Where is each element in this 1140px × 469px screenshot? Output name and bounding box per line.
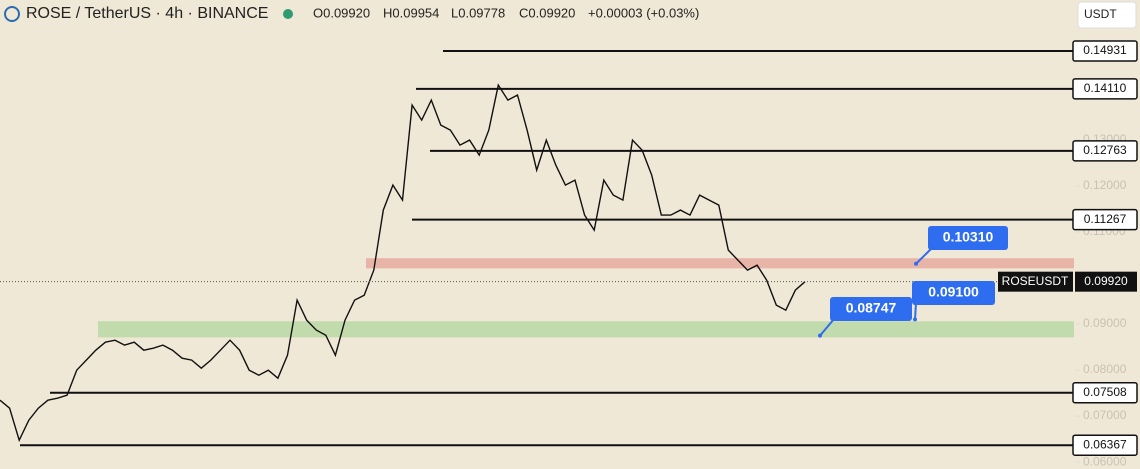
level-label: 0.11267	[1084, 212, 1127, 226]
level-box	[1072, 208, 1138, 231]
last-price-label: 0.09920	[1084, 274, 1128, 288]
level-box	[1072, 140, 1138, 162]
callout-label: 0.10310	[943, 229, 994, 245]
ohlc-item: L0.09778	[451, 5, 505, 20]
y-tick-label: 0.12000	[1083, 178, 1127, 192]
ohlc-item: C0.09920	[519, 5, 575, 20]
callout-box	[928, 226, 1008, 250]
level-box	[1072, 381, 1138, 404]
level-box	[1072, 434, 1138, 456]
callout-box	[830, 297, 912, 321]
level-label: 0.14110	[1084, 81, 1127, 95]
y-tick-label: 0.07000	[1083, 408, 1127, 422]
y-tick-label: 0.08000	[1083, 362, 1127, 376]
level-label: 0.06367	[1083, 437, 1127, 451]
callout-tail	[819, 318, 835, 337]
status-dot	[283, 9, 293, 19]
plot: 0.060000.070000.080000.090000.110000.120…	[0, 40, 1138, 468]
callout-point	[913, 317, 917, 322]
last-price-name: ROSEUSDT	[1002, 274, 1069, 288]
ohlc: O0.09920 H0.09954 L0.09778 C0.09920 +0.00003…	[313, 5, 699, 20]
zone	[98, 321, 1074, 338]
callout-tail	[915, 247, 933, 265]
y-tick-label: 0.09000	[1083, 316, 1127, 330]
callout-point	[818, 333, 822, 338]
ohlc-item: H0.09954	[383, 5, 439, 20]
currency[interactable]: USDT	[1084, 7, 1117, 21]
callout-tail	[914, 302, 917, 320]
y-tick-label: 0.06000	[1083, 454, 1127, 468]
symbol-icon	[4, 6, 20, 22]
ohlc-item: O0.09920	[313, 5, 370, 20]
symbol: ROSE / TetherUS · 4h · BINANCE	[26, 5, 268, 22]
level-box	[1072, 78, 1138, 100]
level-label: 0.12763	[1083, 143, 1127, 157]
currency-button[interactable]	[1077, 1, 1137, 29]
level-label: 0.14931	[1083, 43, 1127, 57]
callout-point	[914, 261, 918, 266]
callout-box	[912, 281, 995, 305]
level-label: 0.07508	[1083, 385, 1127, 399]
level-box	[1072, 40, 1138, 62]
last-price-name-box	[998, 271, 1073, 292]
callout-label: 0.08747	[846, 300, 897, 316]
ohlc-item: +0.00003 (+0.03%)	[588, 5, 699, 20]
last-price-box	[1075, 271, 1137, 292]
price-line	[0, 83, 806, 443]
callout-label: 0.09100	[928, 284, 979, 300]
zone	[366, 258, 1074, 269]
